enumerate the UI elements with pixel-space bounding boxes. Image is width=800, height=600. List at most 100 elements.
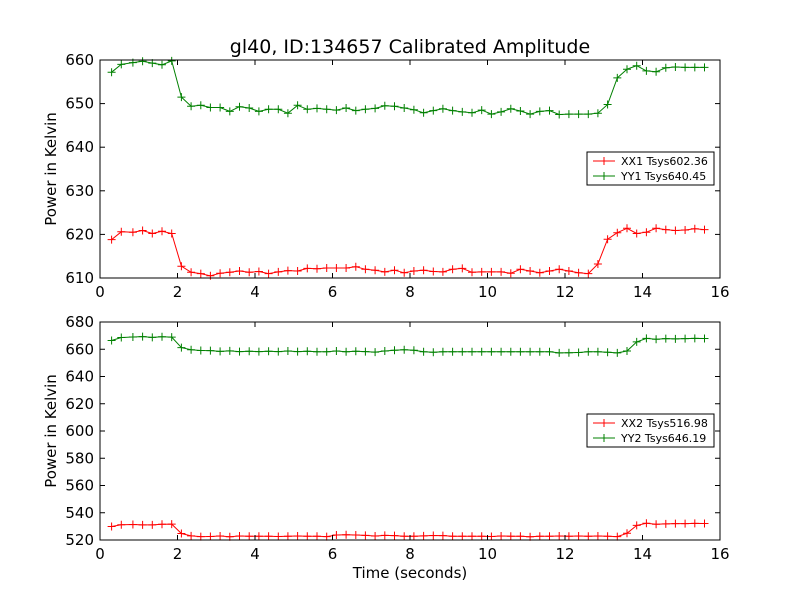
data-point: [477, 267, 486, 276]
y-tick-label: 660: [65, 340, 94, 358]
data-point: [468, 532, 476, 541]
data-point: [438, 531, 447, 540]
data-point: [681, 334, 690, 343]
data-point: [206, 346, 215, 355]
data-point: [652, 67, 661, 76]
data-point: [177, 529, 186, 538]
data-point: [506, 532, 515, 541]
y-tick-label: 620: [65, 395, 94, 413]
legend-box: [586, 413, 715, 448]
y-tick-label: 630: [65, 182, 94, 200]
data-point: [216, 269, 225, 278]
data-point: [671, 63, 680, 71]
y-tick-label: 540: [65, 504, 94, 522]
data-point: [187, 531, 196, 540]
data-point: [322, 264, 331, 272]
data-point: [448, 265, 457, 274]
data-point: [409, 346, 418, 355]
data-point: [187, 102, 196, 111]
data-point: [342, 347, 351, 356]
data-point: [148, 520, 157, 529]
data-point: [555, 348, 564, 357]
data-point: [245, 104, 254, 112]
y-tick-label: 600: [65, 422, 94, 440]
legend-swatch-marker: [600, 419, 608, 427]
data-point: [526, 532, 535, 541]
data-point: [506, 104, 515, 113]
data-point: [254, 107, 263, 116]
data-point: [196, 532, 205, 541]
data-point: [283, 109, 292, 118]
data-point: [313, 532, 321, 541]
legend-label: YY1 Tsys640.45: [620, 170, 706, 183]
data-point: [361, 531, 370, 540]
data-point: [574, 532, 583, 540]
legend-swatch-marker: [600, 172, 608, 180]
data-point: [303, 532, 312, 541]
data-point: [380, 531, 389, 540]
x-tick-label: 10: [478, 545, 497, 563]
data-point: [671, 519, 680, 528]
data-point: [497, 267, 506, 276]
data-point: [574, 268, 583, 277]
data-point: [107, 336, 116, 345]
data-point: [117, 520, 126, 529]
data-point: [216, 347, 225, 356]
data-point: [254, 267, 263, 276]
data-point: [671, 334, 680, 343]
data-point: [429, 348, 438, 357]
data-point: [497, 532, 506, 540]
data-point: [613, 73, 622, 82]
data-point: [128, 520, 137, 529]
data-point: [448, 106, 457, 115]
data-point: [458, 532, 467, 541]
data-point: [487, 110, 496, 119]
y-axis-label: Power in Kelvin: [42, 112, 60, 226]
legend-swatch-marker: [600, 434, 608, 442]
data-point: [409, 267, 418, 275]
data-point: [390, 346, 399, 355]
x-tick-label: 6: [328, 283, 338, 301]
data-point: [438, 267, 447, 276]
data-point: [235, 532, 244, 540]
data-point: [107, 522, 116, 531]
x-tick-label: 2: [173, 545, 183, 563]
y-tick-label: 650: [65, 95, 94, 113]
legend: XX2 Tsys516.98 YY2 Tsys646.19: [586, 413, 715, 448]
data-point: [613, 532, 622, 541]
data-point: [158, 60, 166, 69]
data-point: [487, 532, 496, 541]
data-point: [225, 268, 234, 277]
x-tick-label: 2: [173, 283, 183, 301]
data-point: [700, 225, 709, 234]
data-point: [516, 107, 525, 115]
data-point: [526, 267, 535, 275]
legend-box: [586, 151, 715, 186]
data-point: [564, 110, 573, 119]
y-tick-label: 580: [65, 449, 94, 467]
legend-label: YY2 Tsys646.19: [620, 432, 706, 445]
data-point: [177, 343, 186, 352]
data-point: [652, 520, 661, 529]
data-point: [342, 530, 351, 539]
data-point: [642, 228, 651, 237]
data-point: [642, 519, 651, 528]
x-tick-label: 14: [633, 283, 652, 301]
data-point: [371, 104, 380, 113]
data-point: [438, 347, 447, 356]
data-point: [361, 265, 370, 274]
data-point: [564, 532, 573, 541]
data-point: [681, 519, 690, 528]
data-point: [623, 529, 631, 538]
data-point: [361, 347, 370, 356]
data-point: [700, 519, 709, 528]
data-point: [448, 532, 457, 541]
data-point: [526, 110, 535, 119]
data-point: [690, 224, 699, 233]
data-point: [468, 108, 476, 117]
data-point: [419, 531, 428, 540]
data-point: [177, 262, 186, 271]
data-point: [574, 348, 583, 357]
data-point: [158, 332, 166, 341]
data-point: [158, 227, 166, 236]
